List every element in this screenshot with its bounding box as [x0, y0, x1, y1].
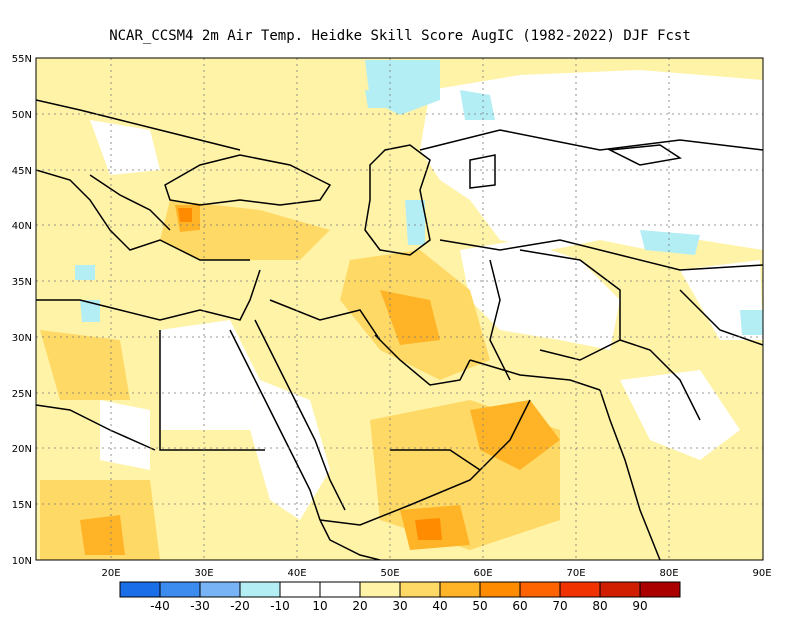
lon-tick-50E: 50E	[380, 568, 399, 579]
colorbar-box	[439, 581, 481, 598]
lat-tick-45N: 45N	[12, 166, 32, 177]
colorbar-label: -10	[270, 599, 290, 613]
field-blue-libya	[80, 300, 100, 322]
colorbar-label: 30	[392, 599, 407, 613]
lon-tick-90E: 90E	[752, 568, 771, 579]
coast-red-sea-east	[254, 319, 346, 511]
colorbar-box	[599, 581, 641, 598]
field-blue-kazakh	[460, 90, 495, 120]
lat-tick-30N: 30N	[12, 333, 32, 344]
lon-tick-20E: 20E	[101, 568, 120, 579]
field-orange-oman	[470, 400, 560, 470]
border-kazakh	[439, 239, 763, 271]
lat-tick-10N: 10N	[12, 556, 32, 567]
lake-aral	[469, 154, 496, 189]
lat-tick-50N: 50N	[12, 110, 32, 121]
lat-tick-40N: 40N	[12, 221, 32, 232]
field-blue-himalaya	[740, 310, 763, 335]
colorbar-box	[479, 581, 521, 598]
lat-tick-55N: 55N	[12, 54, 32, 65]
border-afghan	[519, 249, 621, 361]
field-blue-med	[75, 265, 95, 280]
colorbar-box	[199, 581, 241, 598]
lon-tick-60E: 60E	[473, 568, 492, 579]
colorbar-box	[279, 581, 321, 598]
coast-med-north	[36, 169, 250, 261]
coast-caspian	[364, 144, 431, 256]
border-china-india	[679, 289, 763, 346]
coast-black-sea	[164, 154, 332, 206]
border-balkans	[89, 174, 171, 231]
colorbar-box	[359, 581, 401, 598]
colorbar-label: -20	[230, 599, 250, 613]
field-blue-caspian	[405, 200, 425, 245]
coast-gulf	[374, 334, 471, 386]
field-white-egypt	[160, 320, 260, 430]
colorbar-label: 70	[552, 599, 567, 613]
lon-tick-30E: 30E	[194, 568, 213, 579]
field-white-sahara	[100, 400, 150, 470]
colorbar-label: 90	[632, 599, 647, 613]
field-blue-asia	[640, 230, 700, 255]
coast-red-sea	[229, 329, 321, 521]
chart-title: NCAR_CCSM4 2m Air Temp. Heidke Skill Sco…	[109, 28, 691, 44]
lon-tick-80E: 80E	[659, 568, 678, 579]
coast-africa-horn	[319, 519, 381, 560]
lat-tick-15N: 15N	[12, 500, 32, 511]
coast-iran-south	[469, 359, 601, 391]
colorbar-box	[159, 581, 201, 598]
colorbar-label: 20	[352, 599, 367, 613]
colorbar-label: 50	[472, 599, 487, 613]
border-iran-east	[489, 259, 511, 381]
coast-india-west	[599, 389, 661, 560]
border-pakistan	[619, 339, 701, 421]
grid-lines	[36, 58, 763, 560]
lat-tick-35N: 35N	[12, 277, 32, 288]
colorbar-box	[519, 581, 561, 598]
border-europe	[36, 99, 241, 151]
field-white-russia	[420, 70, 763, 250]
lake-balkhash	[607, 144, 683, 166]
lat-axis: 55N 50N 45N 40N 35N 30N 25N 20N 15N 10N	[12, 54, 32, 567]
colorbar-label: -40	[150, 599, 170, 613]
coast-med-south	[36, 269, 261, 321]
colorbar-label: 10	[312, 599, 327, 613]
border-russia	[419, 129, 763, 151]
coastlines-and-borders	[36, 99, 763, 560]
field-white-central-asia	[460, 240, 620, 350]
field-orange-africa	[80, 515, 125, 555]
colorbar-box	[639, 581, 681, 598]
border-yemen	[390, 449, 481, 471]
colorbar-label: 60	[512, 599, 527, 613]
border-arabia-iraq	[269, 299, 381, 341]
coast-arabia-south	[319, 399, 531, 526]
colorbar: -40 -30 -20 -10 10 20 30 40 50 60 70 80 90	[119, 581, 681, 613]
lat-tick-25N: 25N	[12, 389, 32, 400]
field-dark-orange-arabian-sea	[415, 518, 442, 540]
colorbar-box	[319, 581, 361, 598]
colorbar-box	[119, 581, 161, 598]
lon-axis: 20E 30E 40E 50E 60E 70E 80E 90E	[101, 568, 771, 579]
colorbar-label: -30	[190, 599, 210, 613]
colorbar-box	[559, 581, 601, 598]
field-dark-orange-turkey	[178, 208, 192, 222]
field-yellow-turkey	[160, 200, 330, 260]
plot-frame	[35, 57, 764, 561]
colorbar-box	[239, 581, 281, 598]
lon-tick-70E: 70E	[566, 568, 585, 579]
lon-tick-40E: 40E	[287, 568, 306, 579]
field-white-india	[620, 370, 740, 460]
border-sahara	[36, 404, 156, 451]
lat-tick-20N: 20N	[12, 444, 32, 455]
field-yellow-sahara-west	[40, 330, 130, 400]
field-white-balkan	[90, 120, 160, 175]
colorbar-label: 80	[592, 599, 607, 613]
skill-shading	[36, 58, 763, 560]
border-egypt	[159, 330, 265, 451]
field-orange-iran	[380, 290, 440, 345]
colorbar-label: 40	[432, 599, 447, 613]
field-blue-ural	[365, 90, 385, 108]
colorbar-box	[399, 581, 441, 598]
